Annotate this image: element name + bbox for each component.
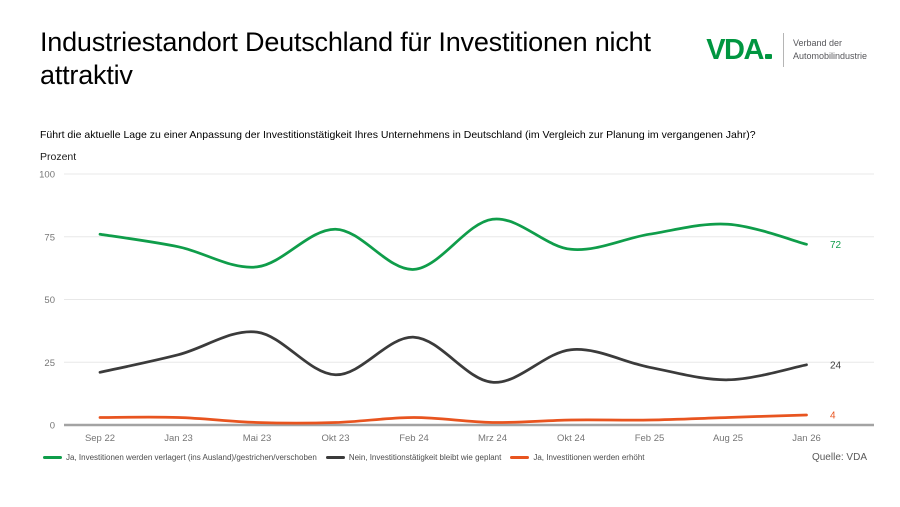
logo-tagline: Verband der Automobilindustrie <box>793 37 867 63</box>
x-tick-label: Feb 25 <box>635 433 665 444</box>
y-tick-label: 25 <box>44 358 55 369</box>
vda-dash-icon <box>764 53 772 59</box>
y-axis-unit-label: Prozent <box>40 151 77 163</box>
legend-item-geplant: Nein, Investitionstätigkeit bleibt wie g… <box>325 453 502 462</box>
logo-tagline-line1: Verband der <box>792 37 842 48</box>
vda-wordmark-text: VDA <box>706 33 764 66</box>
x-tick-label: Feb 24 <box>399 433 429 444</box>
x-tick-label: Sep 22 <box>85 433 115 444</box>
chart-question: Führt die aktuelle Lage zu einer Anpassu… <box>40 129 756 141</box>
source-note: Quelle: VDA <box>811 452 867 463</box>
legend-item-verlagert: Ja, Investitionen werden verlagert (ins … <box>43 453 317 462</box>
x-tick-label: Okt 23 <box>322 433 350 444</box>
x-tick-label: Mai 23 <box>243 433 272 444</box>
legend-label: Ja, Investitionen werden verlagert (ins … <box>66 453 317 462</box>
x-tick-label: Aug 25 <box>713 433 743 444</box>
x-tick-label: Okt 24 <box>557 433 585 444</box>
series-end-value-label: 24 <box>830 360 842 371</box>
legend-item-erhoeht: Ja, Investitionen werden erhöht <box>510 453 645 462</box>
series-line <box>98 413 808 425</box>
legend-label: Nein, Investitionstätigkeit bleibt wie g… <box>348 453 502 462</box>
line-chart: 0 25 50 75 100 Sep 22 Jan 23 Mai 23 Okt 23 Feb 24… <box>39 170 874 444</box>
y-tick-label: 100 <box>39 170 55 181</box>
series-end-value-label: 4 <box>830 410 836 421</box>
series-line <box>98 217 808 271</box>
vda-logo: VDA Verband der Automobilindustrie <box>706 33 867 67</box>
chart-legend: Ja, Investitionen werden verlagert (ins … <box>43 453 645 462</box>
y-tick-label: 0 <box>50 421 55 432</box>
series-line <box>98 330 808 384</box>
logo-tagline-line2: Automobilindustrie <box>792 51 867 61</box>
logo-divider <box>782 33 784 67</box>
x-tick-label: Jan 23 <box>164 433 193 444</box>
y-tick-label: 75 <box>44 232 55 243</box>
series-end-value-label: 72 <box>830 240 842 251</box>
x-tick-label: Mrz 24 <box>478 433 507 444</box>
legend-swatch-green <box>43 456 62 459</box>
y-tick-label: 50 <box>44 295 55 306</box>
legend-swatch-orange <box>510 456 530 459</box>
legend-label: Ja, Investitionen werden erhöht <box>533 453 645 462</box>
legend-swatch-dark <box>325 456 345 459</box>
vda-wordmark: VDA <box>706 33 772 66</box>
legend-row: Ja, Investitionen werden verlagert (ins … <box>43 452 867 463</box>
page-title: Industriestandort Deutschland für Invest… <box>40 27 651 91</box>
x-tick-label: Jan 26 <box>792 433 821 444</box>
